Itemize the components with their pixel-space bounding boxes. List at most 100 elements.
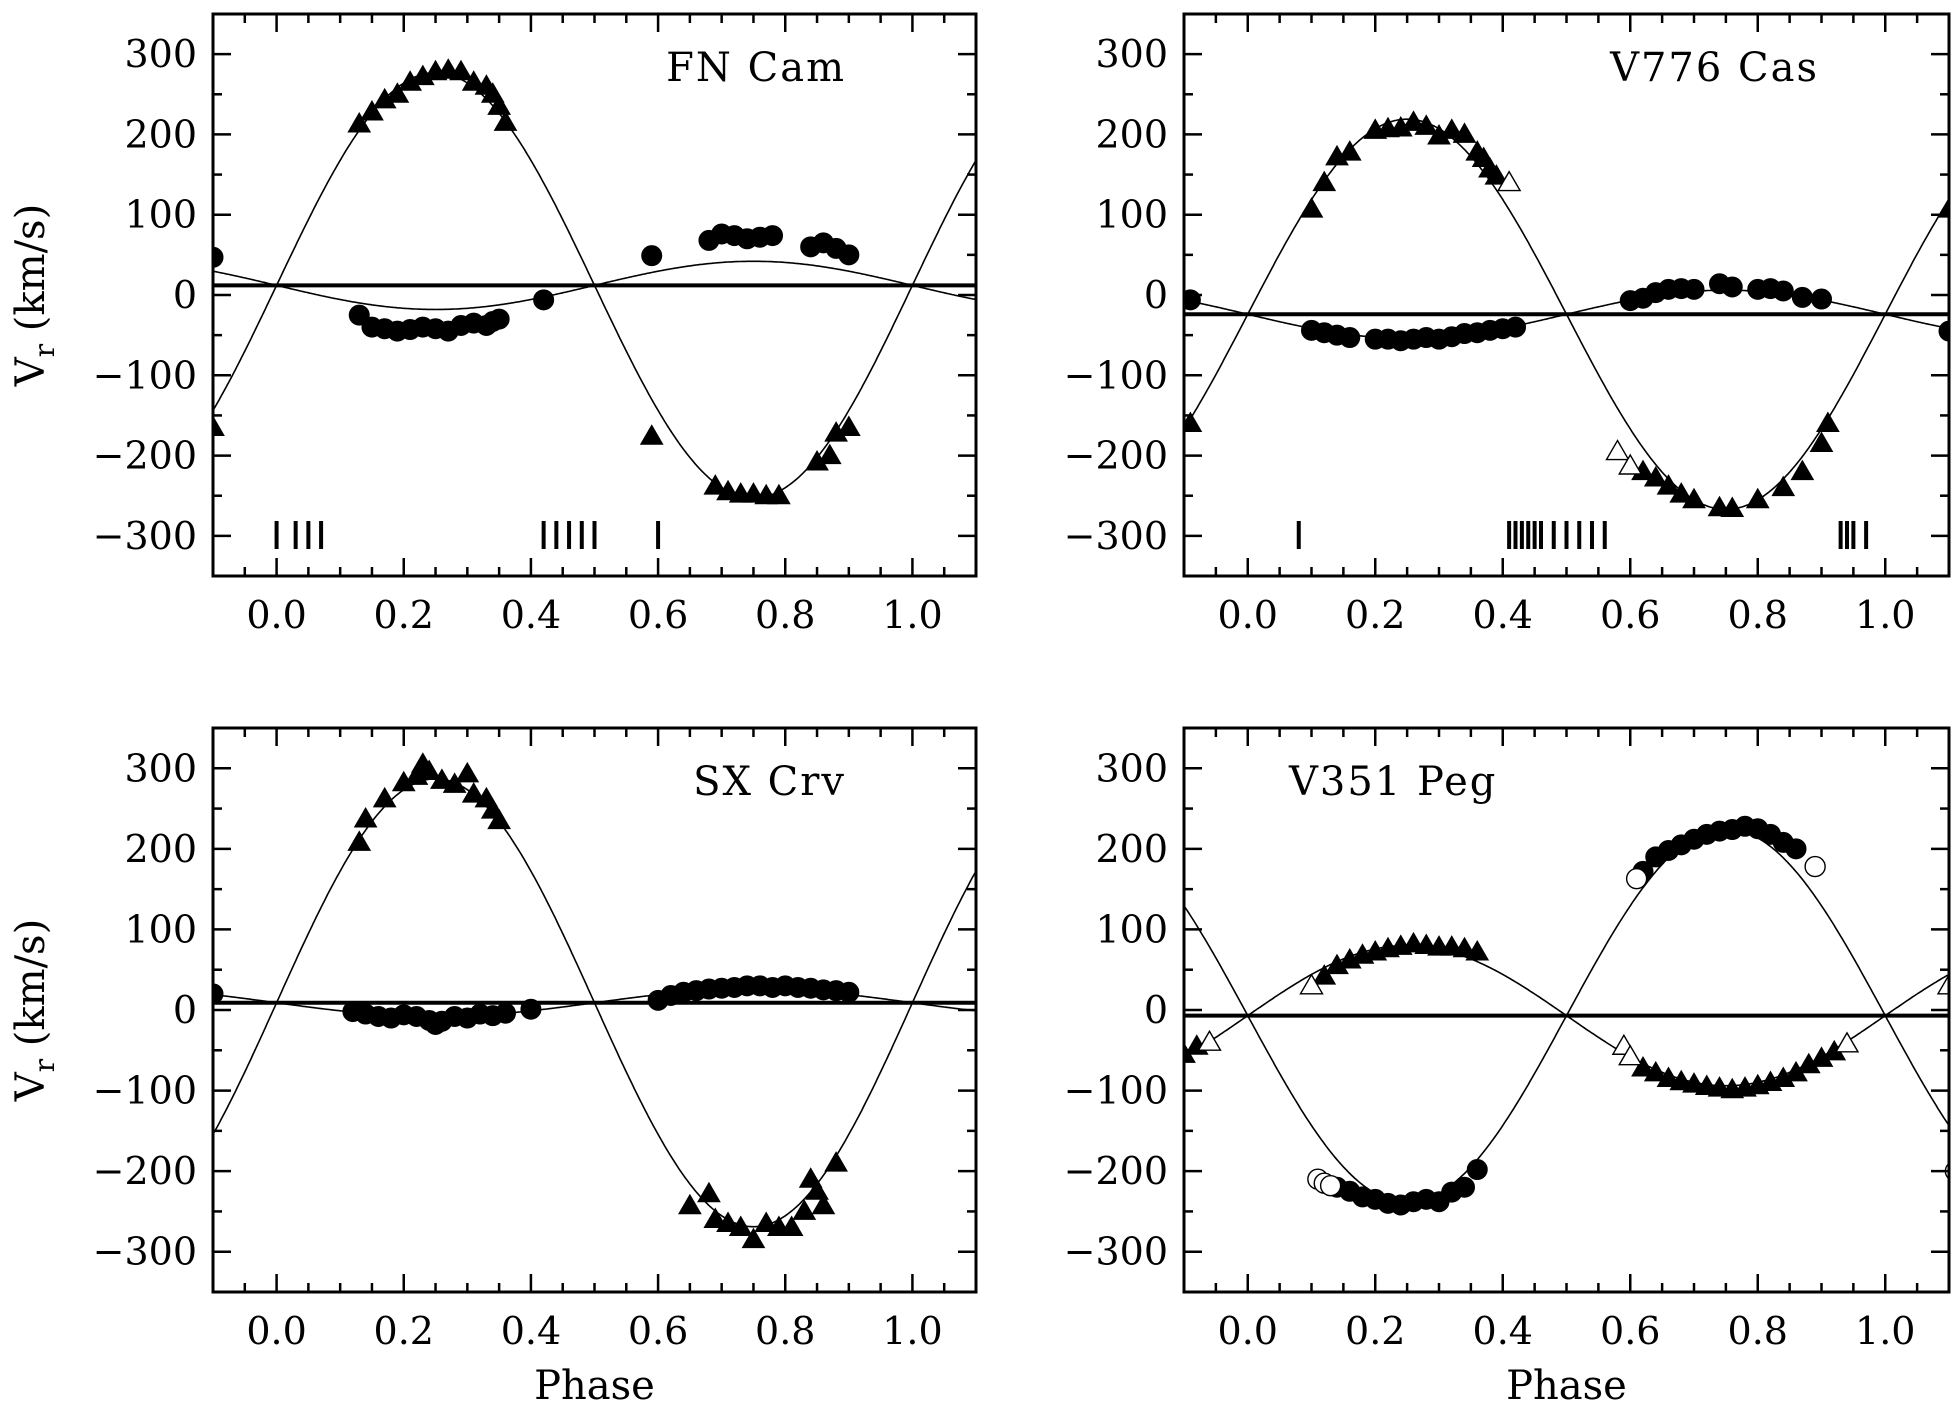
x-tick-label: 1.0 <box>882 593 942 637</box>
secondary-point <box>754 1211 779 1233</box>
panel-title: V351 Peg <box>1288 759 1497 805</box>
primary-point <box>533 289 555 311</box>
primary-excluded-point <box>1936 973 1949 995</box>
primary-excluded-point <box>1618 1044 1643 1066</box>
primary-point <box>838 244 860 266</box>
secondary-point <box>805 1179 829 1200</box>
secondary-excluded-point <box>1605 439 1630 461</box>
secondary-point <box>353 807 378 828</box>
primary-point <box>1465 939 1490 961</box>
x-tick-label: 1.0 <box>1855 1309 1915 1353</box>
y-tick-label: 300 <box>1095 32 1168 76</box>
y-axis-label: Vr (km/s) <box>8 919 61 1102</box>
y-tick-label: 0 <box>173 273 197 317</box>
secondary-point <box>1771 475 1796 497</box>
secondary-point <box>1656 474 1681 495</box>
secondary-point <box>360 99 384 121</box>
secondary-point <box>1745 487 1770 509</box>
secondary-point <box>728 1215 753 1237</box>
secondary-point <box>792 1199 817 1220</box>
primary-point <box>1643 1060 1668 1082</box>
secondary-point <box>1466 1159 1488 1181</box>
y-tick-label: 200 <box>124 112 197 156</box>
secondary-point <box>430 768 454 789</box>
primary-excluded-point <box>1834 1031 1860 1053</box>
secondary-point <box>1452 122 1477 143</box>
y-tick-label: 100 <box>1095 193 1168 237</box>
secondary-excluded-point <box>1319 1174 1342 1197</box>
primary-point <box>1312 964 1337 985</box>
secondary-point <box>1439 118 1464 139</box>
secondary-point <box>487 94 511 115</box>
y-tick-label: −100 <box>1064 353 1168 397</box>
y-tick-label: −200 <box>1064 434 1168 478</box>
secondary-point <box>1937 197 1949 218</box>
x-tick-label: 1.0 <box>882 1309 942 1353</box>
secondary-point <box>1785 838 1807 860</box>
secondary-excluded-point <box>1618 453 1643 475</box>
secondary-point <box>1414 114 1439 135</box>
secondary-point <box>455 761 480 783</box>
y-tick-label: 300 <box>1095 746 1168 790</box>
secondary-point <box>1454 1176 1475 1198</box>
y-tick-label: 0 <box>173 988 197 1032</box>
panel-1: 0.0 0.2 0.4 0.6 0.8 1.0 300 200 100 0 −100 −200 −300… <box>8 12 978 637</box>
y-tick-label: −200 <box>93 1149 197 1193</box>
x-axis-label: Phase <box>534 1363 655 1409</box>
secondary-point <box>741 1227 766 1249</box>
y-tick-label: −200 <box>1064 1149 1168 1193</box>
secondary-excluded-point <box>1496 170 1522 192</box>
primary-point <box>488 308 510 330</box>
secondary-point <box>1401 110 1426 131</box>
primary-point <box>1452 936 1477 958</box>
secondary-point <box>461 782 486 803</box>
primary-point <box>641 245 663 267</box>
y-tick-label: 200 <box>1095 827 1168 871</box>
x-tick-label: 0.2 <box>1345 593 1405 637</box>
secondary-excluded-series <box>1496 170 1643 475</box>
panel-2: 0.0 0.2 0.4 0.6 0.8 1.0 300 200 100 0 −100 −200 −300… <box>1064 12 1951 637</box>
secondary-series <box>213 58 861 505</box>
primary-point <box>1791 286 1813 308</box>
y-tick-label: −300 <box>1064 514 1168 558</box>
y-tick-label: −100 <box>1064 1069 1168 1113</box>
panel-title: V776 Cas <box>1609 45 1819 91</box>
x-tick-label: 0.2 <box>1345 1309 1405 1353</box>
x-tick-label: 0.0 <box>246 1309 306 1353</box>
x-tick-label: 0.4 <box>501 593 561 637</box>
primary-point <box>762 225 784 247</box>
y-tick-label: 100 <box>124 193 197 237</box>
secondary-point <box>1312 170 1337 192</box>
secondary-point <box>347 830 372 851</box>
y-tick-label: 0 <box>1144 988 1168 1032</box>
secondary-point <box>1484 164 1509 185</box>
secondary-point <box>1816 411 1840 432</box>
secondary-point <box>817 443 842 465</box>
secondary-series <box>347 752 848 1249</box>
secondary-point <box>1643 466 1668 487</box>
y-tick-label: 200 <box>1095 112 1168 156</box>
y-axis-label: Vr (km/s) <box>8 204 61 387</box>
secondary-point <box>487 808 511 830</box>
secondary-point <box>213 415 225 436</box>
y-tick-label: −200 <box>93 434 197 478</box>
x-tick-label: 0.6 <box>1600 1309 1660 1353</box>
secondary-point <box>824 1151 848 1172</box>
x-tick-label: 0.4 <box>501 1309 561 1353</box>
x-tick-label: 0.6 <box>628 1309 688 1353</box>
secondary-point <box>779 1215 804 1237</box>
primary-point <box>213 983 224 1005</box>
secondary-excluded-point <box>1804 855 1826 878</box>
primary-point <box>520 998 542 1020</box>
secondary-series <box>1184 110 1949 518</box>
secondary-point <box>716 1211 740 1233</box>
secondary-point <box>811 1193 836 1215</box>
y-tick-label: 300 <box>124 746 197 790</box>
panel-title: FN Cam <box>666 45 846 91</box>
x-axis-label: Phase <box>1506 1363 1627 1409</box>
y-tick-label: 0 <box>1144 273 1168 317</box>
x-tick-label: 0.0 <box>1218 1309 1278 1353</box>
x-tick-label: 0.6 <box>1600 593 1660 637</box>
x-tick-label: 0.2 <box>374 1309 434 1353</box>
